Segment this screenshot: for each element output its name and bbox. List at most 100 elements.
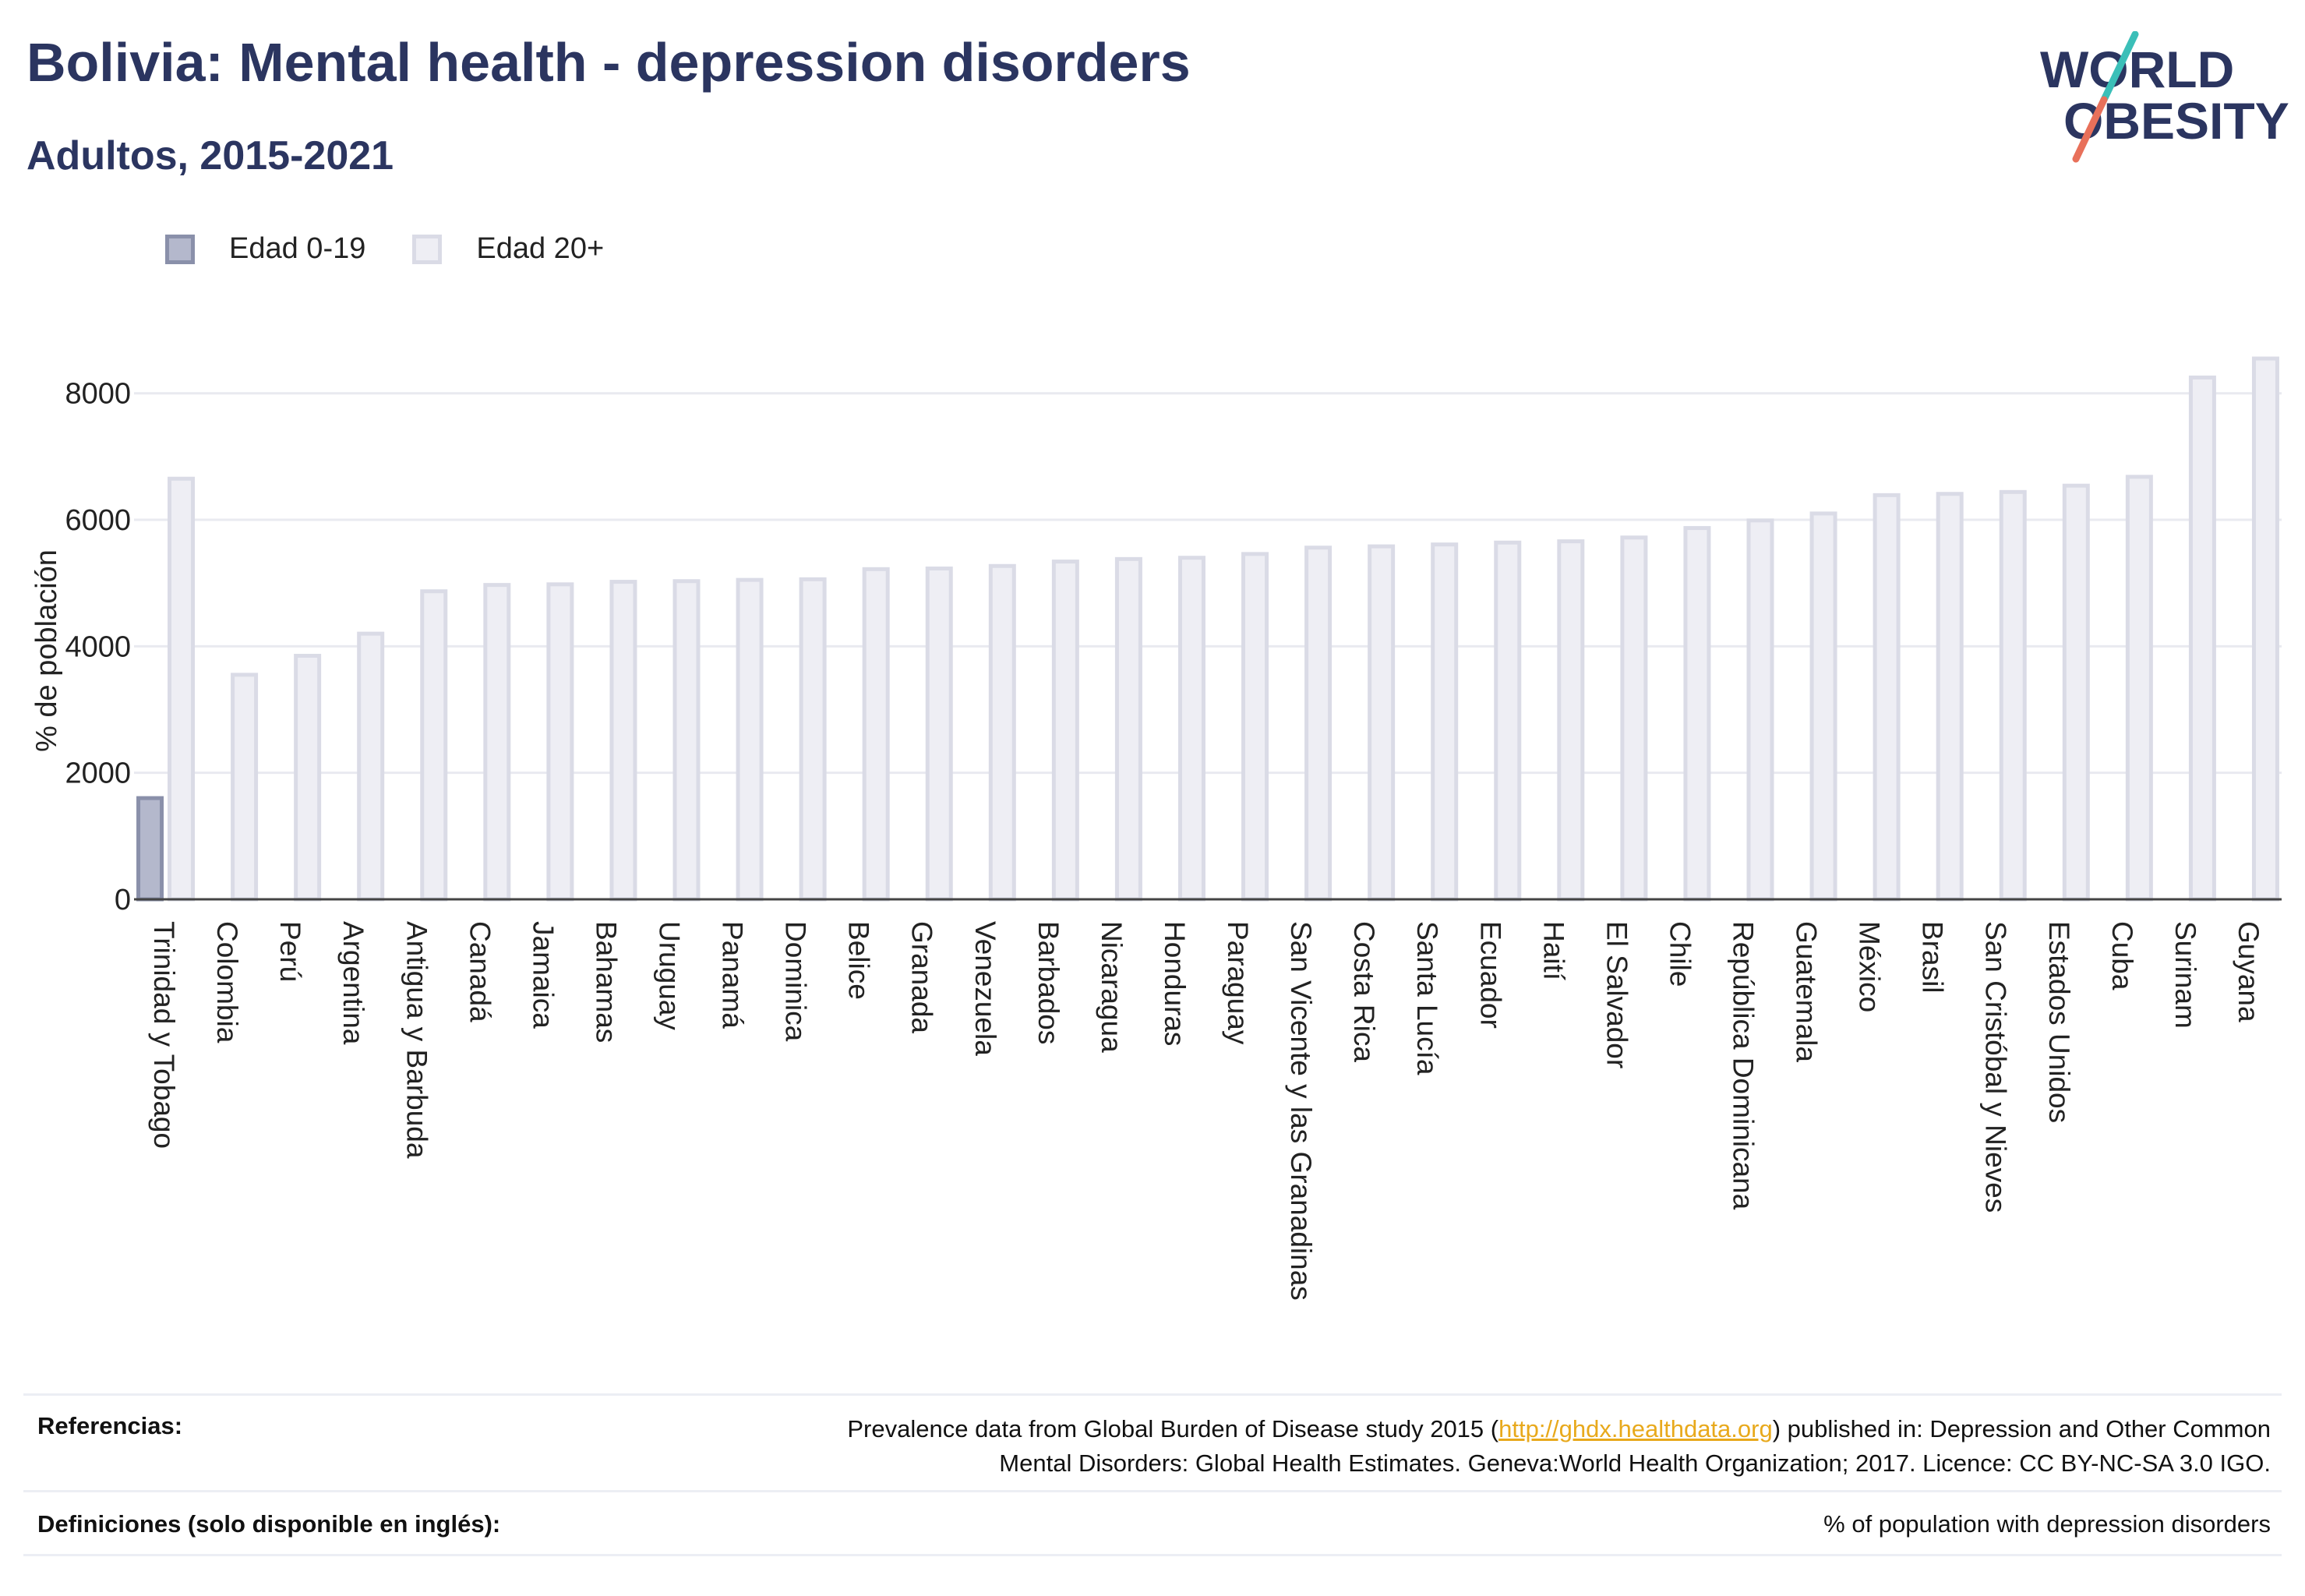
x-tick-label: Estados Unidos [2043,921,2075,1123]
legend-label-age-20-plus: Edad 20+ [476,232,605,265]
bar-chart: 0 2000 4000 6000 8000 Trinidad y Tobago Colom… [30,356,2282,1301]
bar-age-20-plus[interactable] [2062,483,2090,902]
bars [136,356,2279,902]
legend-item-age-20-plus[interactable]: Edad 20+ [412,232,604,266]
footer-divider-bottom [23,1554,2282,1556]
legend-item-age-0-19[interactable]: Edad 0-19 [165,232,365,266]
x-tick-label: El Salvador [1601,921,1633,1068]
x-tick-label: Trinidad y Tobago [148,921,180,1149]
bar-age-20-plus[interactable] [1936,492,1964,902]
x-tick-label: Canadá [464,921,496,1022]
page-title: Bolivia: Mental health - depression diso… [26,32,1191,93]
x-tick-label: Uruguay [654,921,686,1030]
bar-age-20-plus[interactable] [420,589,448,902]
bar-age-20-plus[interactable] [1494,540,1522,902]
page-subtitle: Adultos, 2015-2021 [26,133,394,178]
references-line-2: Mental Disorders: Global Health Estimate… [999,1449,2271,1477]
x-tick-label: Venezuela [969,921,1001,1056]
bar-age-20-plus[interactable] [988,563,1016,902]
x-tick-label: San Vicente y las Granadinas [1285,921,1317,1301]
x-tick-label: Guatemala [1791,921,1823,1062]
bar-age-20-plus[interactable] [925,567,953,902]
x-tick-label: Haití [1537,921,1569,981]
x-tick-label: Bahamas [590,921,622,1043]
definitions-text: % of population with depression disorder… [1823,1510,2271,1538]
bar-age-20-plus[interactable] [357,631,385,902]
references-label: Referencias: [37,1412,183,1439]
x-tick-label: Paraguay [1222,921,1254,1045]
x-tick-label: Honduras [1159,921,1191,1046]
bar-age-20-plus[interactable] [1620,535,1648,902]
references-link[interactable]: http://ghdx.healthdata.org [1498,1415,1773,1442]
legend-label-age-0-19: Edad 0-19 [229,232,366,265]
bar-age-20-plus[interactable] [2251,356,2279,902]
chart-legend: Edad 0-19 Edad 20+ [165,232,651,266]
bar-age-20-plus[interactable] [231,673,259,902]
x-tick-label: Barbados [1032,921,1064,1044]
x-tick-label: Santa Lucía [1411,921,1443,1075]
x-tick-label: Surinam [2169,921,2201,1029]
world-obesity-logo: WORLD OBESITY [2040,31,2289,163]
x-tick-label: Brasil [1917,921,1949,994]
bar-age-20-plus[interactable] [294,654,322,902]
bar-age-20-plus[interactable] [672,579,701,902]
x-tick-label: Argentina [337,921,369,1045]
x-tick-label: Perú [274,921,306,982]
x-tick-label: Cuba [2106,921,2138,990]
bar-age-20-plus[interactable] [168,476,196,902]
x-tick-label: Nicaragua [1096,921,1128,1053]
bar-age-20-plus[interactable] [736,577,764,902]
x-tick-label: Chile [1664,921,1696,987]
bar-age-20-plus[interactable] [1809,511,1837,902]
bar-age-0-19[interactable] [136,796,164,902]
x-tick-label: San Cristóbal y Nieves [1980,921,2012,1213]
bar-age-20-plus[interactable] [1368,544,1396,902]
bar-age-20-plus[interactable] [609,580,637,902]
bar-age-20-plus[interactable] [483,583,511,902]
x-tick-label: México [1854,921,1886,1012]
bar-age-20-plus[interactable] [1683,526,1711,902]
x-tick-label: Jamaica [527,921,559,1029]
x-tick-label: Panamá [717,921,749,1029]
x-tick-label: Granada [906,921,938,1033]
y-tick-label: 0 [115,884,131,916]
footer-divider-top [23,1393,2282,1396]
definitions-label: Definiciones (solo disponible en inglés)… [37,1510,501,1538]
y-tick-label: 2000 [65,757,131,790]
y-tick-label: 6000 [65,504,131,537]
bar-age-20-plus[interactable] [1114,556,1142,902]
references-section: Referencias: Prevalence data from Global… [23,1412,2282,1490]
footer-divider-middle [23,1490,2282,1492]
y-axis-ticks: 0 2000 4000 6000 8000 [65,378,131,916]
bar-age-20-plus[interactable] [1746,518,1774,902]
x-tick-label: Colombia [211,921,243,1043]
x-tick-label: Antigua y Barbuda [401,921,432,1159]
bar-age-20-plus[interactable] [1557,539,1585,902]
references-text-1: Prevalence data from Global Burden of Di… [847,1415,1499,1442]
bar-age-20-plus[interactable] [1999,489,2027,902]
x-tick-label: República Dominicana [1728,921,1760,1210]
references-text: Prevalence data from Global Burden of Di… [847,1412,2271,1481]
bar-age-20-plus[interactable] [1241,552,1269,902]
bar-age-20-plus[interactable] [1177,556,1205,902]
bar-age-20-plus[interactable] [799,577,827,902]
bar-age-20-plus[interactable] [862,567,890,902]
bar-age-20-plus[interactable] [1304,546,1333,902]
x-tick-label: Guyana [2233,921,2264,1022]
logo-word-1: WORLD [2040,41,2234,98]
legend-swatch-age-0-19 [165,234,195,264]
bar-age-20-plus[interactable] [1431,542,1459,902]
y-tick-label: 8000 [65,378,131,411]
x-axis-ticks: Trinidad y Tobago Colombia Perú Argentina An… [148,921,2264,1301]
references-line-1: Prevalence data from Global Burden of Di… [847,1412,2271,1446]
bar-age-20-plus[interactable] [1051,560,1079,902]
x-tick-label: Ecuador [1474,921,1506,1029]
bar-age-20-plus[interactable] [1873,493,1901,902]
bar-age-20-plus[interactable] [546,582,574,902]
definitions-section: Definiciones (solo disponible en inglés)… [23,1510,2282,1549]
logo-slash-bottom [2072,96,2108,163]
references-text-2: ) published in: Depression and Other Com… [1772,1415,2271,1442]
bar-age-20-plus[interactable] [2188,375,2216,902]
bar-age-20-plus[interactable] [2125,475,2153,902]
logo-slash-top [2100,31,2139,104]
